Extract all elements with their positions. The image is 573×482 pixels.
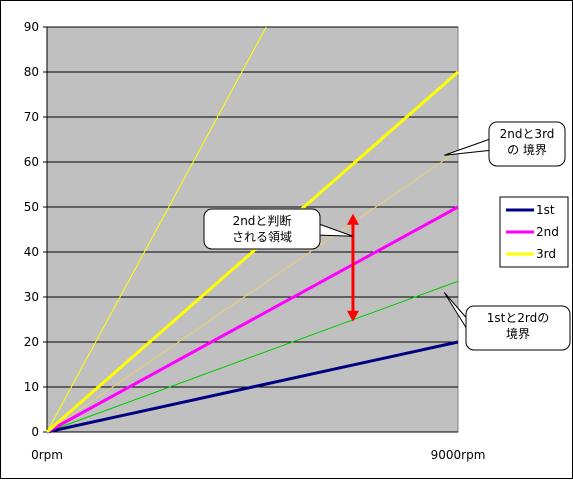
x-tick-label: 0rpm (31, 448, 63, 462)
callout-box (465, 305, 571, 351)
y-tick-label: 0 (31, 425, 39, 439)
y-tick-label: 20 (24, 335, 39, 349)
legend-entry-1st: 1st (506, 203, 555, 217)
y-tick-label: 60 (24, 155, 39, 169)
y-tick-label: 40 (24, 245, 39, 259)
boundary-line (46, 26, 267, 433)
legend: 1st 2nd 3rd (499, 196, 569, 268)
callout-text: される領域 (232, 229, 292, 244)
y-tick-label: 80 (24, 65, 39, 79)
callout-text: 2ndと3rd (500, 127, 555, 141)
callout-box (488, 121, 566, 167)
series-lines (46, 26, 459, 434)
callout-seam (468, 323, 472, 333)
arrow-head-down (346, 310, 359, 322)
callout-text: の 境界 (507, 142, 547, 157)
boundary-line (46, 280, 459, 433)
series-line-3rd (46, 70, 459, 434)
gridlines (47, 26, 458, 388)
callout-seam (314, 224, 318, 234)
callout-seam (491, 139, 495, 149)
callout-box (203, 208, 321, 250)
y-tick-label: 90 (24, 20, 39, 34)
x-axis-ticks: 0rpm 9000rpm (31, 448, 485, 462)
x-tick-label: 9000rpm (431, 448, 486, 462)
y-tick-label: 50 (24, 200, 39, 214)
range-arrow (346, 213, 359, 322)
callout-text: 境界 (506, 326, 530, 341)
series-line-2nd (46, 205, 459, 434)
callout-text: 2ndと判断 (233, 213, 292, 228)
y-tick-label: 10 (24, 380, 39, 394)
legend-label: 3rd (536, 247, 556, 261)
boundary-line (46, 150, 459, 433)
y-tick-label: 30 (24, 290, 39, 304)
legend-label: 2nd (536, 225, 559, 239)
y-tick-label: 70 (24, 110, 39, 124)
legend-entry-2nd: 2nd (506, 225, 559, 239)
legend-entry-3rd: 3rd (506, 247, 556, 261)
callout-text: 1stと2rdの (487, 311, 550, 325)
y-axis-ticks: 0 10 20 30 40 50 60 70 80 90 (24, 20, 458, 439)
series-line-1st (46, 340, 459, 434)
legend-label: 1st (536, 203, 555, 217)
arrow-head-up (346, 213, 359, 225)
